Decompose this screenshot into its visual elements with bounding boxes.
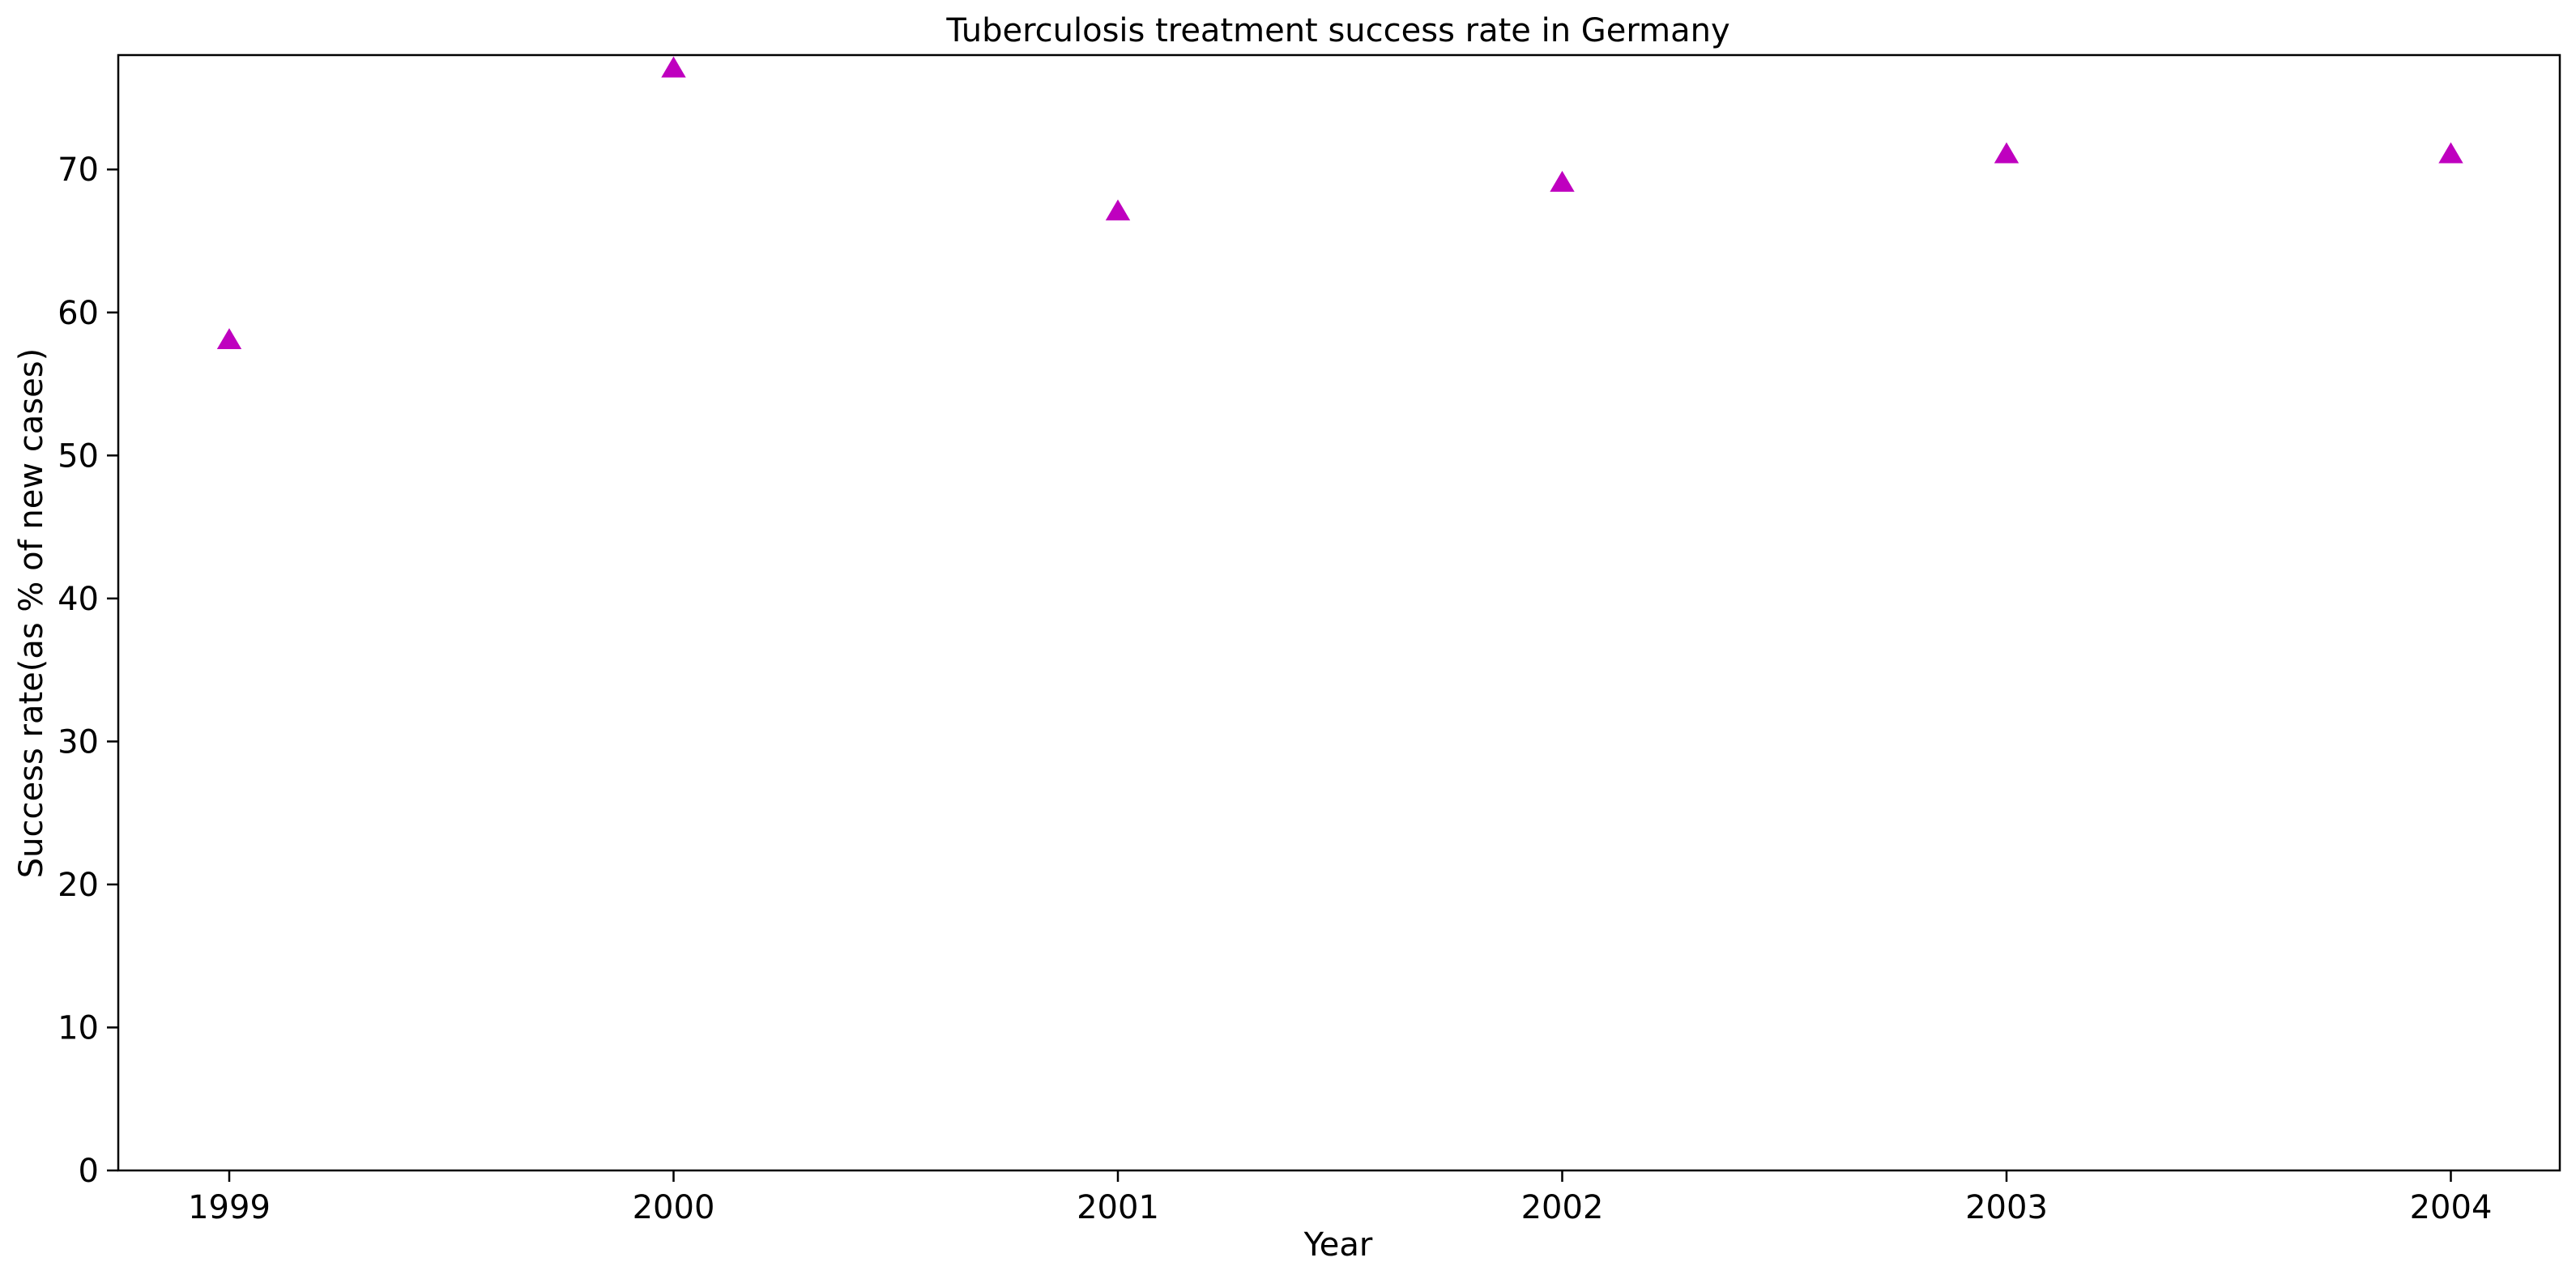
- y-tick-label: 50: [58, 437, 99, 475]
- chart-title: Tuberculosis treatment success rate in G…: [945, 12, 1729, 49]
- x-tick-label: 2003: [1965, 1189, 2048, 1226]
- x-tick-label: 2001: [1077, 1189, 1159, 1226]
- data-point-triangle: [1105, 199, 1131, 221]
- data-point-triangle: [216, 328, 242, 349]
- y-tick-label: 40: [58, 581, 99, 618]
- plot-area: [117, 53, 2561, 1172]
- y-tick-label: 0: [79, 1153, 99, 1190]
- y-axis-label: Success rate(as % of new cases): [13, 348, 50, 878]
- x-tick-label: 2000: [633, 1189, 715, 1226]
- x-axis-ticks: 1999 2000 2001 2002 2003 2004: [188, 1170, 2492, 1226]
- y-tick-label: 60: [58, 295, 99, 332]
- data-point-triangle: [1550, 170, 1575, 192]
- x-axis-label: Year: [1303, 1226, 1373, 1264]
- y-tick-label: 20: [58, 867, 99, 904]
- data-point-triangle: [2438, 142, 2463, 164]
- y-tick-label: 70: [58, 151, 99, 189]
- x-tick-label: 2004: [2410, 1189, 2493, 1226]
- y-axis-ticks: 0 10 20 30 40 50 60 70: [58, 151, 118, 1190]
- y-tick-label: 30: [58, 723, 99, 761]
- x-tick-label: 2002: [1521, 1189, 1604, 1226]
- x-tick-label: 1999: [188, 1189, 271, 1226]
- y-tick-label: 10: [58, 1009, 99, 1047]
- data-point-triangle: [661, 56, 686, 78]
- data-point-triangle: [1994, 142, 2019, 164]
- data-markers: [216, 56, 2463, 349]
